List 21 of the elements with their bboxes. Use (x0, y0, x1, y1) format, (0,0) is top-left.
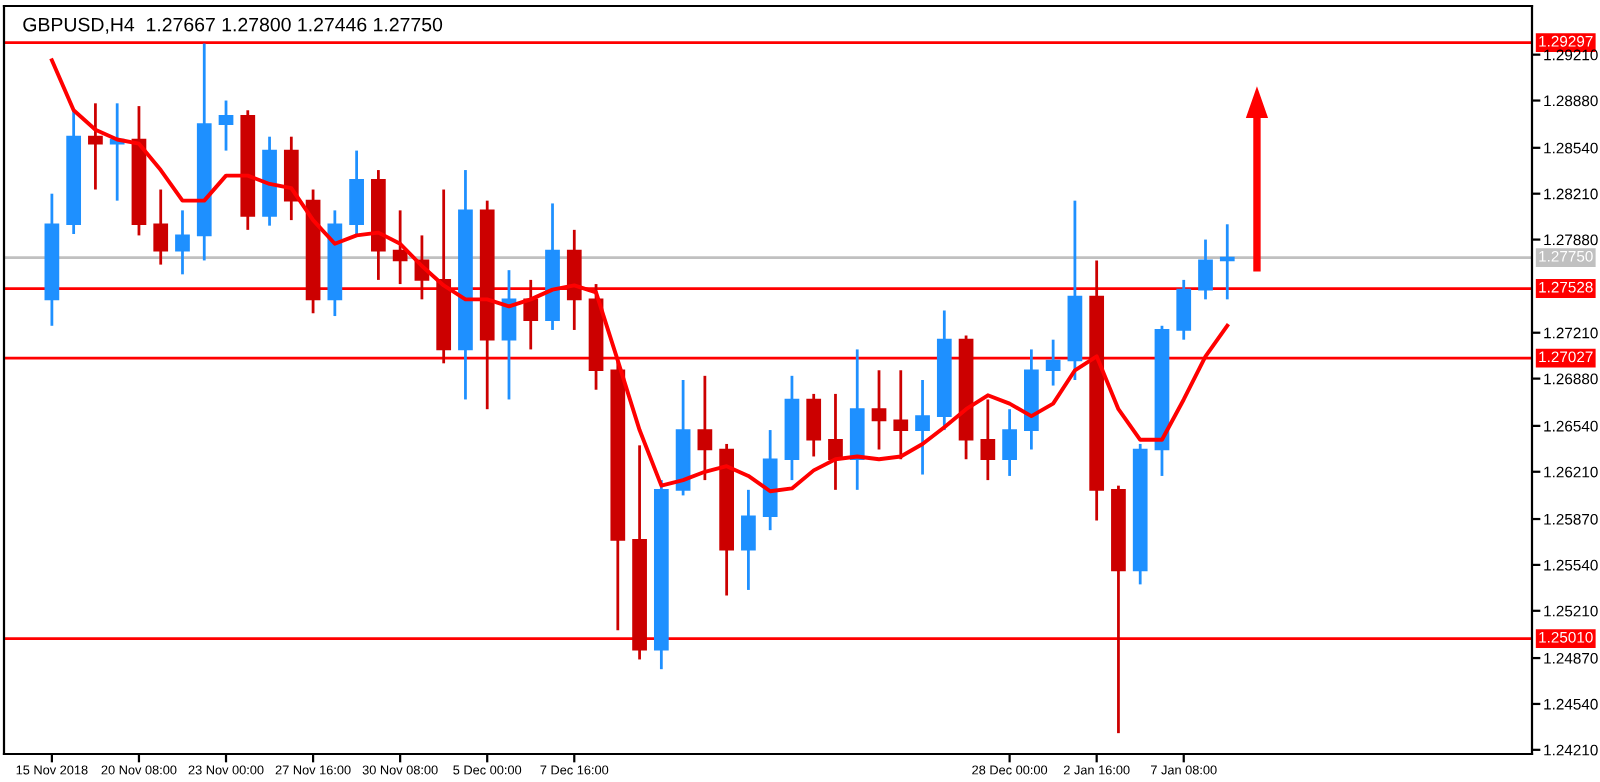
candlestick (1176, 278, 1192, 342)
candlestick (1198, 238, 1213, 301)
candlestick (523, 278, 539, 351)
candlestick (153, 188, 169, 266)
candlestick (1219, 222, 1235, 301)
candlestick (392, 208, 408, 286)
candlestick (828, 392, 843, 492)
candlestick (871, 368, 887, 451)
candlestick (806, 392, 822, 458)
candlestick (1045, 338, 1061, 387)
candlestick (741, 488, 756, 592)
text: GBPUSD,H4 1.27667 1.27800 1.27446 1.27750 (23, 17, 443, 34)
candlestick (1002, 407, 1017, 478)
candlestick (915, 378, 930, 476)
candlestick (893, 368, 909, 461)
candlestick (980, 398, 996, 482)
candlestick (218, 99, 234, 152)
candlestick (349, 149, 364, 237)
candlestick (175, 208, 190, 276)
candlestick (88, 101, 103, 191)
candlestick (697, 374, 713, 482)
